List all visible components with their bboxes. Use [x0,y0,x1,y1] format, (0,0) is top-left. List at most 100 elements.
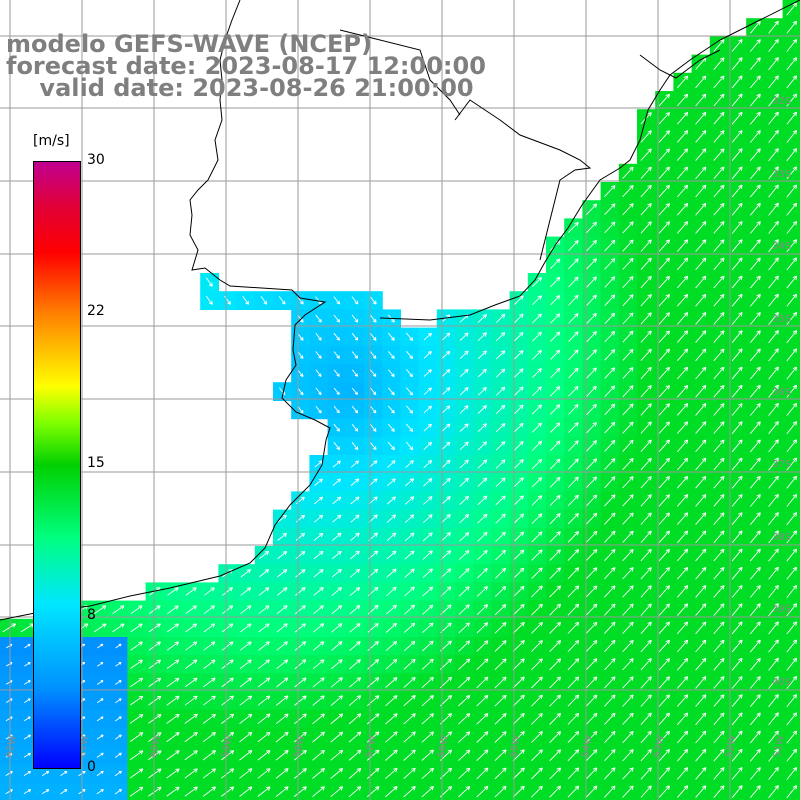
wind-arrow [786,20,798,34]
wind-arrow [731,130,743,143]
wind-arrow [658,730,670,744]
colorbar-tick-15: 15 [87,455,105,471]
wind-arrow [749,512,761,525]
wind-arrow [695,639,707,653]
wind-arrow [495,332,506,342]
wind-arrow [586,312,597,324]
wind-arrow [713,57,725,70]
wind-arrow [406,387,414,396]
wind-arrow [422,532,433,542]
wind-arrow [676,712,689,726]
wind-arrow [713,657,725,671]
wind-arrow [695,785,707,798]
wind-arrow [405,332,414,341]
wind-arrow [385,767,398,780]
wind-arrow [276,623,288,633]
wind-arrow [567,676,580,689]
wind-arrow [351,369,358,377]
wind-arrow [115,643,122,649]
wind-arrow [786,129,798,143]
wind-arrow [658,530,670,544]
wind-arrow [786,111,798,125]
wind-arrow [676,439,689,453]
wind-arrow [221,623,234,633]
wind-arrow [786,748,798,762]
wind-arrow [568,404,579,415]
wind-arrow [786,785,798,799]
wind-arrow [786,330,798,344]
wind-arrow [531,513,543,525]
wind-arrow [695,111,707,125]
wind-arrow [294,695,307,706]
wind-arrow [23,770,31,776]
wind-arrow [386,568,397,578]
wind-arrow [676,566,689,580]
wind-arrow [604,458,616,470]
wind-arrow [640,294,652,307]
wind-arrow [276,641,288,651]
wind-arrow [604,258,616,270]
wind-arrow [658,639,670,653]
wind-arrow [749,148,761,161]
wind-arrow [676,730,689,744]
wind-arrow [115,698,122,704]
wind-arrow [166,713,180,724]
wind-arrow [713,566,725,580]
wind-arrow [366,786,380,798]
wind-arrow [388,369,395,378]
wind-arrow [421,713,434,725]
lon-label-11: 51W [772,734,787,758]
wind-arrow [369,460,378,468]
wind-arrow [749,202,761,216]
wind-arrow [640,166,652,180]
wind-arrow [585,731,598,744]
wind-arrow [658,767,670,780]
wind-arrow [202,713,216,724]
wind-arrow [405,423,414,432]
wind-arrow [441,387,451,396]
wind-arrow [332,532,342,541]
wind-arrow [512,640,525,652]
wind-arrow [676,384,689,398]
wind-arrow [731,57,743,70]
wind-arrow [351,332,359,341]
wind-arrow [567,531,580,543]
wind-arrow [348,677,362,688]
wind-arrow [512,767,525,780]
wind-arrow [531,694,543,707]
wind-arrow [422,568,433,579]
wind-arrow [640,275,652,289]
wind-arrow [713,384,725,398]
wind-arrow [640,785,652,798]
wind-arrow [423,387,432,396]
wind-arrow [713,585,725,598]
wind-arrow [585,749,598,762]
wind-arrow [422,586,434,597]
wind-arrow [239,786,253,797]
wind-arrow [768,129,779,143]
wind-arrow [477,531,488,542]
wind-arrow [405,441,414,451]
wind-arrow [512,749,525,762]
wind-arrow [695,712,707,726]
wind-arrow [422,622,434,634]
wind-arrow [768,166,779,180]
wind-arrow [749,257,761,271]
wind-arrow [295,550,306,560]
wind-arrow [713,166,725,180]
wind-arrow [459,387,469,396]
wind-arrow [166,695,180,706]
wind-arrow [331,623,343,633]
wind-arrow [695,730,707,744]
wind-arrow [24,643,31,649]
wind-arrow [586,403,597,416]
colorbar [33,161,81,769]
wind-arrow [148,786,162,797]
wind-arrow [458,550,470,560]
wind-arrow [567,221,579,233]
latitude-labels: 32S 33S 34S 35S 36S 37S 38S 39S 40S [772,96,791,688]
wind-arrow [278,296,286,305]
wind-arrow [549,567,561,580]
wind-arrow [349,586,361,596]
wind-arrow [731,293,743,307]
